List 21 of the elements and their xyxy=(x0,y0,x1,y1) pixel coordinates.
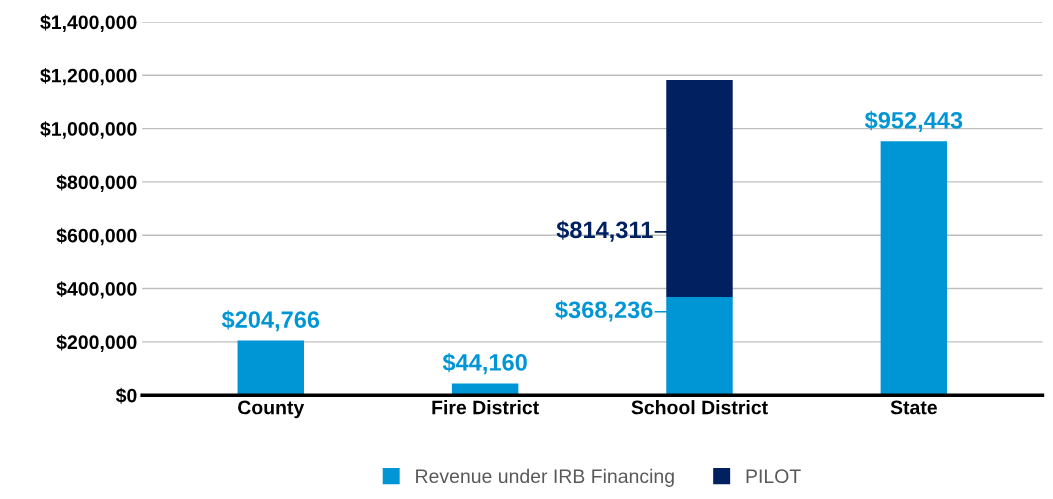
x-tick-label: School District xyxy=(631,400,768,415)
y-tick-label: $200,000 xyxy=(56,334,137,352)
data-label: $368,236 xyxy=(555,300,653,322)
y-tick-label: $1,000,000 xyxy=(40,121,137,139)
legend-label: Revenue under IRB Financing xyxy=(416,468,674,487)
legend-label: PILOT xyxy=(746,469,801,484)
x-tick-label: County xyxy=(238,400,305,419)
y-tick-label: $1,400,000 xyxy=(40,14,137,33)
data-label: $814,311 xyxy=(556,220,653,242)
data-label: $204,766 xyxy=(221,310,320,332)
y-tick-label: $600,000 xyxy=(56,227,137,246)
y-tick-label: $400,000 xyxy=(56,281,137,299)
bar xyxy=(237,340,304,396)
bar xyxy=(880,141,948,396)
data-label: $44,160 xyxy=(442,353,527,375)
y-tick-label: $0 xyxy=(115,387,137,404)
x-tick-label: State xyxy=(890,400,937,415)
y-tick-label: $800,000 xyxy=(56,174,137,192)
x-tick-label: Fire District xyxy=(432,400,539,415)
data-label: $952,443 xyxy=(864,110,963,133)
y-tick-label: $1,200,000 xyxy=(40,67,137,86)
